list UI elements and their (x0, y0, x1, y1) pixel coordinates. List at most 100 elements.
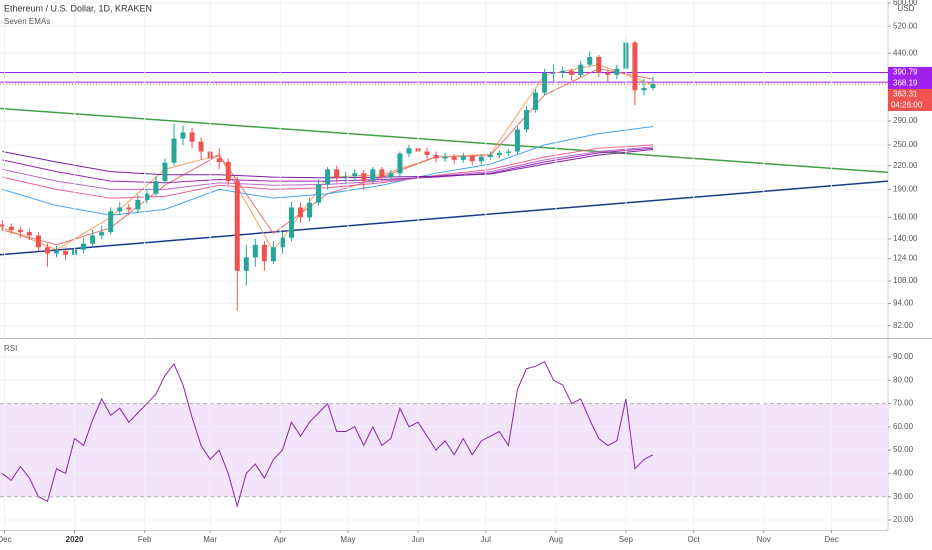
candle-body (334, 169, 340, 178)
y-tick-label: 82.00 (893, 321, 914, 330)
candle-body (596, 56, 602, 73)
rsi-line (1, 360, 654, 508)
candle-body (171, 138, 177, 163)
candle-body (433, 154, 439, 159)
candle-body (252, 244, 258, 258)
candle-body (180, 132, 186, 139)
x-tick-label: Jul (481, 535, 491, 544)
candle-body (243, 257, 249, 271)
candle-body (578, 64, 584, 75)
x-tick-label: Dec (0, 535, 12, 544)
candle-body (216, 158, 222, 162)
candle-body (53, 250, 59, 254)
currency-label: USD (898, 4, 915, 13)
candle-body (560, 70, 566, 73)
price-tag (888, 66, 932, 78)
y-tick-label: 30.00 (893, 492, 914, 501)
candle-body (44, 247, 50, 254)
y-tick-label: 160.00 (893, 212, 918, 221)
candle-body (108, 211, 114, 233)
y-tick-label: 140.00 (893, 234, 918, 243)
y-tick-label: 290.00 (893, 116, 918, 125)
candle-body (650, 84, 656, 89)
candle-body (17, 229, 23, 233)
chart-title: Ethereum / U.S. Dollar, 1D, KRAKEN (4, 3, 152, 13)
candle-body (406, 148, 412, 154)
candle-body (189, 132, 195, 142)
candle-body (569, 70, 575, 75)
candle-body (0, 224, 5, 227)
rsi-title: RSI (4, 344, 17, 353)
candle-body (8, 226, 14, 230)
candle-body (542, 72, 548, 93)
candle-body (641, 88, 647, 91)
candle-body (605, 72, 611, 75)
candle-body (234, 181, 240, 271)
price-tag-label: 368.19 (893, 79, 918, 88)
x-tick-label: Oct (687, 535, 700, 544)
y-tick-label: 94.00 (893, 299, 914, 308)
candle-body (144, 193, 150, 200)
y-tick-label: 60.00 (893, 422, 914, 431)
candle-body (632, 42, 638, 91)
y-tick-label: 20.00 (893, 515, 914, 524)
candle-body (279, 237, 285, 248)
trend-line (0, 180, 889, 256)
candle-body (469, 156, 475, 162)
countdown-box (888, 99, 932, 111)
candle-body (361, 173, 367, 182)
x-tick-label: Nov (757, 535, 771, 544)
candle-body (343, 176, 349, 178)
candle-body (352, 173, 358, 177)
candle-body (35, 235, 41, 248)
indicator-name: Seven EMAs (4, 17, 50, 26)
candle-body (487, 154, 493, 158)
candle-body (514, 129, 520, 152)
candle-body (587, 56, 593, 65)
y-tick-label: 80.00 (893, 375, 914, 384)
y-tick-label: 70.00 (893, 399, 914, 408)
candle-body (442, 157, 448, 159)
candle-body (261, 244, 267, 262)
y-tick-label: 108.00 (893, 276, 918, 285)
candle-body (99, 232, 105, 236)
y-tick-label: 520.00 (893, 21, 918, 30)
x-tick-label: Dec (824, 535, 838, 544)
candle-body (388, 173, 394, 178)
candle-body (379, 169, 385, 178)
candle-body (397, 153, 403, 174)
price-tag-label: 390.79 (893, 68, 918, 77)
y-tick-label: 440.00 (893, 48, 918, 57)
x-tick-label: 2020 (66, 535, 84, 544)
candle-body (496, 152, 502, 155)
x-tick-label: Apr (274, 535, 287, 544)
candle-body (162, 162, 168, 182)
candle-body (270, 247, 276, 262)
countdown-label: 04:26:00 (891, 101, 923, 110)
candle-body (451, 157, 457, 160)
candle-body (505, 151, 511, 153)
candle-body (316, 184, 322, 203)
candle-body (551, 72, 557, 74)
candle-body (298, 207, 304, 218)
candle-body (325, 169, 331, 185)
candle-body (478, 157, 484, 162)
candle-body (90, 235, 96, 244)
y-tick-label: 250.00 (893, 140, 918, 149)
candle-body (63, 250, 69, 255)
candle-body (288, 207, 294, 238)
x-tick-label: May (340, 535, 355, 544)
candle-body (153, 181, 159, 194)
candle-body (533, 92, 539, 111)
candle-body (135, 199, 141, 210)
y-tick-label: 50.00 (893, 445, 914, 454)
x-tick-label: Jun (412, 535, 425, 544)
candle-body (126, 207, 132, 210)
candle-body (225, 161, 231, 182)
price-tag-label: 363.31 (893, 90, 918, 99)
candle-body (198, 141, 204, 152)
y-tick-label: 90.00 (893, 352, 914, 361)
